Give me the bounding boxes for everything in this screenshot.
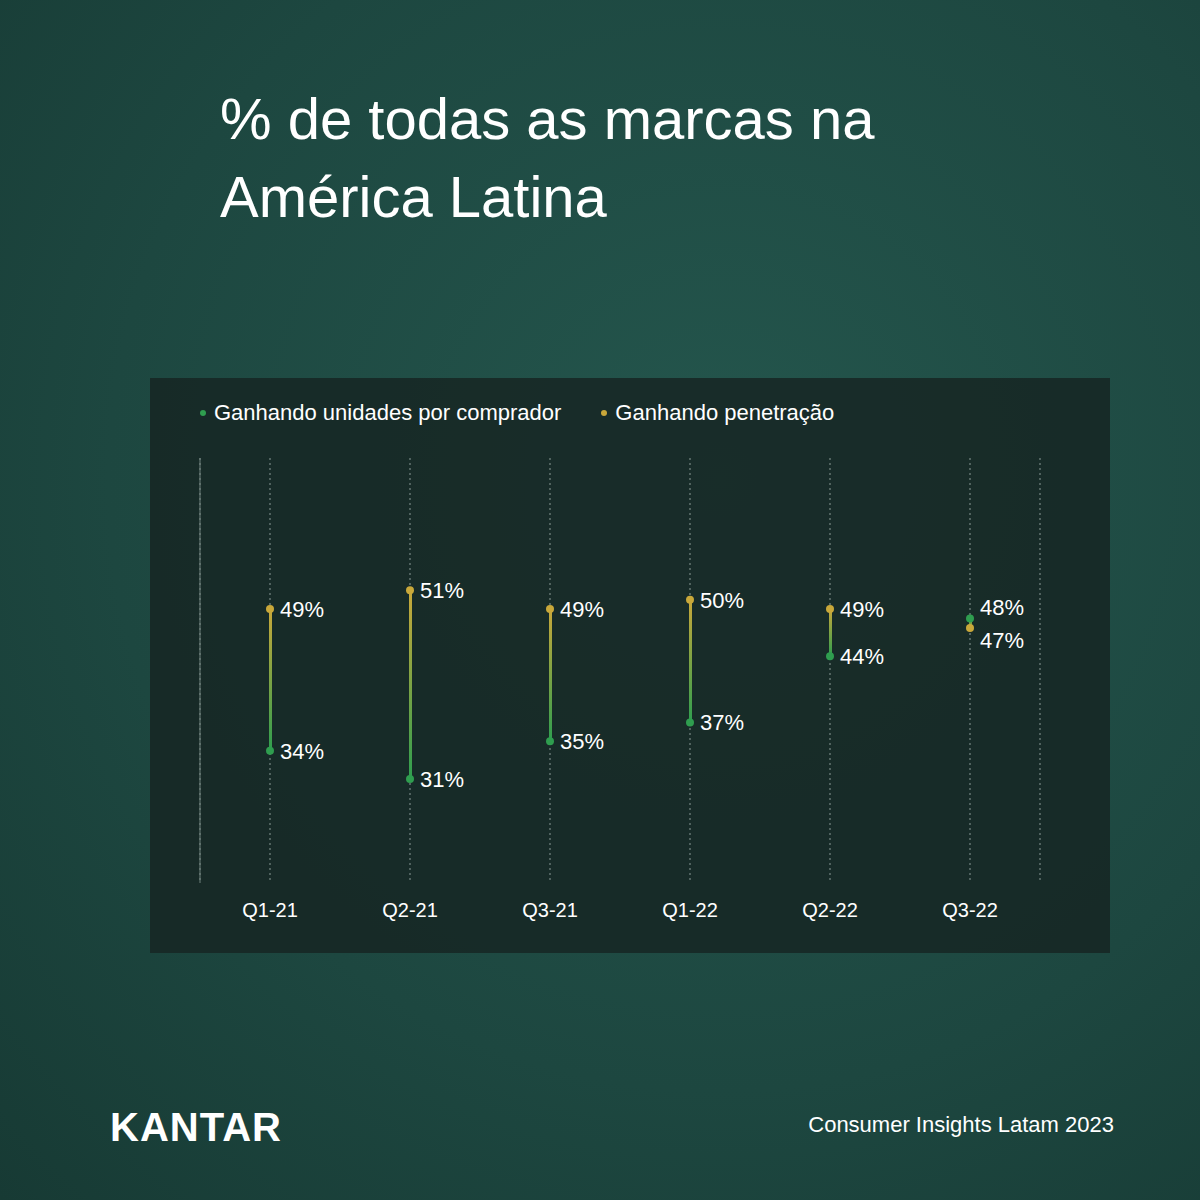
svg-text:Q2-21: Q2-21 xyxy=(382,899,438,921)
svg-text:49%: 49% xyxy=(840,597,884,622)
svg-text:34%: 34% xyxy=(280,739,324,764)
svg-text:49%: 49% xyxy=(280,597,324,622)
svg-text:49%: 49% xyxy=(560,597,604,622)
svg-text:Q3-21: Q3-21 xyxy=(522,899,578,921)
svg-text:47%: 47% xyxy=(980,628,1024,653)
html-text:KANTAR: KANTAR xyxy=(110,1105,282,1149)
html-text:Ganhando unidades por comprado: Ganhando unidades por comprador xyxy=(214,400,562,425)
svg-text:Q1-21: Q1-21 xyxy=(242,899,298,921)
svg-text:44%: 44% xyxy=(840,644,884,669)
svg-text:35%: 35% xyxy=(560,729,604,754)
html-text:Ganhando penetração: Ganhando penetração xyxy=(615,400,835,425)
svg-text:Q3-22: Q3-22 xyxy=(942,899,998,921)
svg-text:31%: 31% xyxy=(420,767,464,792)
svg-text:51%: 51% xyxy=(420,578,464,603)
svg-text:Q1-22: Q1-22 xyxy=(662,899,718,921)
svg-text:50%: 50% xyxy=(700,588,744,613)
html-text:% de todas as marcas na Améric: % de todas as marcas na América Latina xyxy=(220,86,875,229)
html-text:Consumer Insights Latam 2023: Consumer Insights Latam 2023 xyxy=(808,1112,1114,1137)
svg-text:48%: 48% xyxy=(980,595,1024,620)
svg-text:Q2-22: Q2-22 xyxy=(802,899,858,921)
svg-text:37%: 37% xyxy=(700,710,744,735)
